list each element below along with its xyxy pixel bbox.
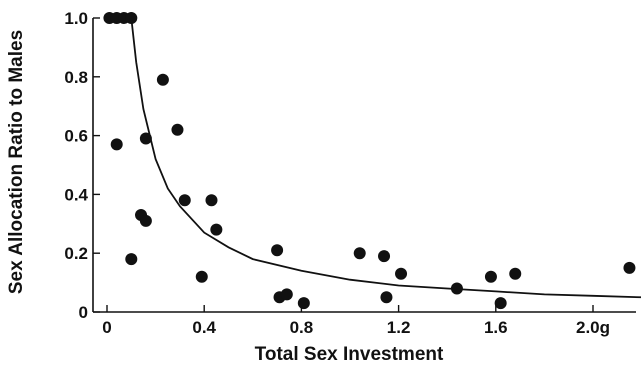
data-point: [156, 73, 169, 86]
data-point: [623, 261, 636, 274]
data-point: [205, 194, 218, 207]
data-point: [110, 138, 123, 151]
y-tick-label: 0.6: [64, 127, 88, 146]
data-point: [125, 253, 138, 266]
y-tick-label: 0.2: [64, 244, 88, 263]
data-points: [103, 12, 636, 310]
data-point: [353, 247, 366, 260]
x-tick-label: 1.2: [387, 318, 411, 337]
data-point: [139, 214, 152, 227]
fit-curve: [130, 17, 641, 299]
y-axis-title: Sex Allocation Ratio to Males: [6, 30, 27, 294]
data-point: [210, 223, 223, 236]
x-axis-title: Total Sex Investment: [255, 344, 444, 365]
data-point: [125, 12, 138, 24]
x-tick-label: 0: [102, 318, 111, 337]
data-point: [280, 288, 293, 301]
data-point: [139, 132, 152, 145]
x-tick-label: 0.8: [290, 318, 314, 337]
data-point: [195, 270, 208, 283]
y-tick-label: 0.8: [64, 68, 88, 87]
data-point: [494, 297, 507, 310]
x-tick-label: 1.6: [484, 318, 508, 337]
data-point: [509, 267, 522, 280]
data-point: [378, 250, 391, 263]
data-point: [395, 267, 408, 280]
data-point: [380, 291, 393, 304]
data-point: [297, 297, 310, 310]
y-tick-label: 1.0: [64, 9, 88, 28]
data-point: [171, 123, 184, 136]
axes: [92, 18, 636, 313]
x-tick-label: 0.4: [192, 318, 216, 337]
y-axis-ticks: 0 0.2 0.4 0.6 0.8 1.0: [64, 9, 100, 322]
data-point: [271, 244, 284, 257]
x-axis-ticks: 0 0.4 0.8 1.2 1.6 2.0g: [102, 305, 610, 337]
data-point: [178, 194, 191, 207]
y-tick-label: 0: [79, 303, 88, 322]
data-point: [450, 282, 463, 295]
x-tick-label: 2.0g: [576, 318, 610, 337]
data-point: [484, 270, 497, 283]
y-tick-label: 0.4: [64, 185, 88, 204]
